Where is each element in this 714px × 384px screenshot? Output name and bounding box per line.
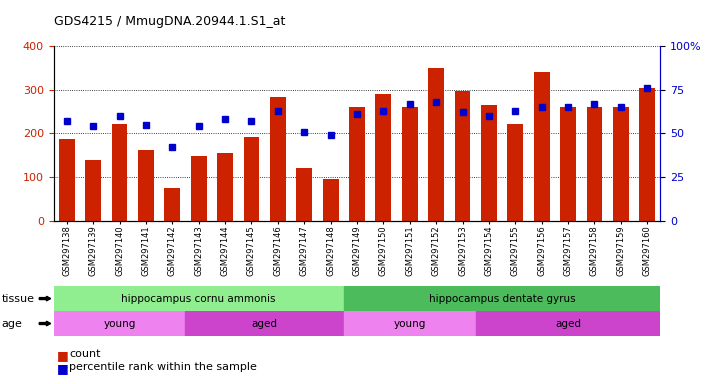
Bar [402, 107, 418, 221]
Bar [111, 124, 127, 221]
Bar [376, 94, 391, 221]
Bar [85, 160, 101, 221]
Bar [587, 107, 603, 221]
Bar [138, 150, 154, 221]
Text: count: count [69, 349, 101, 359]
Bar [639, 88, 655, 221]
Bar [476, 311, 660, 336]
Text: GDS4215 / MmugDNA.20944.1.S1_at: GDS4215 / MmugDNA.20944.1.S1_at [54, 15, 285, 28]
Bar [54, 286, 344, 311]
Bar [186, 311, 344, 336]
Bar [217, 153, 233, 221]
Bar [323, 179, 338, 221]
Text: hippocampus cornu ammonis: hippocampus cornu ammonis [121, 293, 276, 304]
Text: percentile rank within the sample: percentile rank within the sample [69, 362, 257, 372]
Bar [164, 188, 180, 221]
Text: aged: aged [251, 318, 278, 329]
Bar [534, 72, 550, 221]
Bar [344, 286, 660, 311]
Bar [349, 107, 365, 221]
Text: age: age [1, 318, 22, 329]
Bar [191, 156, 206, 221]
Text: young: young [393, 318, 426, 329]
Bar [428, 68, 444, 221]
Bar [344, 311, 476, 336]
Bar [243, 137, 259, 221]
Text: tissue: tissue [1, 293, 34, 304]
Bar [560, 107, 576, 221]
Bar [54, 311, 186, 336]
Text: aged: aged [555, 318, 581, 329]
Bar [296, 167, 312, 221]
Bar [455, 91, 471, 221]
Bar [613, 107, 629, 221]
Bar [508, 124, 523, 221]
Text: hippocampus dentate gyrus: hippocampus dentate gyrus [429, 293, 575, 304]
Bar [59, 139, 75, 221]
Text: young: young [104, 318, 136, 329]
Text: ■: ■ [57, 349, 69, 362]
Text: ■: ■ [57, 362, 69, 375]
Bar [481, 105, 497, 221]
Bar [270, 97, 286, 221]
